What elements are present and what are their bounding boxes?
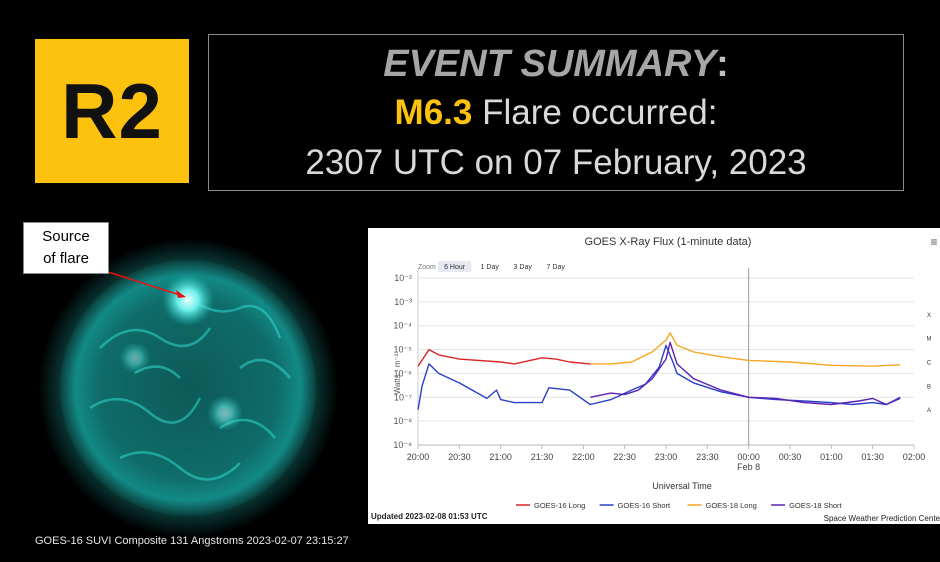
zoom-controls: Zoom 6 Hour 1 Day 3 Day 7 Day [418, 261, 571, 272]
x-tick-label: 01:30 [861, 452, 884, 462]
chart-menu-icon[interactable]: ≡ [930, 235, 937, 249]
flare-source-callout: Source of flare [23, 222, 109, 274]
series-line-goes-16-short [417, 344, 901, 410]
zoom-button-1[interactable]: 1 Day [481, 264, 500, 271]
flare-class-label: M [927, 337, 932, 343]
zoom-button-bg[interactable] [438, 261, 472, 272]
sun-graphic [38, 238, 338, 538]
flare-class-label: X [927, 313, 931, 319]
x-tick-label: 23:00 [655, 452, 678, 462]
y-axis-label: Watts · m⁻² [393, 353, 402, 394]
zoom-button-bg[interactable] [475, 261, 505, 272]
flare-magnitude: M6.3 [394, 93, 473, 132]
flare-class-label: A [927, 408, 931, 414]
zoom-button-3[interactable]: 7 Day [547, 264, 566, 271]
event-summary-panel: EVENT SUMMARY: M6.3 Flare occurred: 2307… [208, 34, 904, 191]
y-tick-label: 10⁻⁸ [393, 416, 412, 426]
y-tick-label: 10⁻⁵ [394, 345, 413, 355]
summary-heading: EVENT SUMMARY [383, 43, 717, 85]
flare-text: Flare occurred: [472, 93, 718, 132]
x-tick-label: 00:30 [779, 452, 802, 462]
x-axis-label: Universal Time [652, 481, 712, 491]
flare-class-label: C [927, 361, 932, 367]
legend-item: GOES-16 Short [618, 501, 671, 510]
sun-image-caption: GOES-16 SUVI Composite 131 Angstroms 202… [35, 535, 349, 547]
scale-badge-label: R2 [61, 66, 163, 155]
y-tick-label: 10⁻³ [394, 297, 412, 307]
y-tick-label: 10⁻⁹ [393, 440, 412, 450]
chart-title: GOES X-Ray Flux (1-minute data) [585, 236, 752, 248]
zoom-button-2[interactable]: 3 Day [514, 264, 533, 271]
zoom-button-bg[interactable] [508, 261, 538, 272]
x-date-marker: Feb 8 [737, 462, 760, 472]
callout-line-1: Source [42, 228, 90, 245]
zoom-button-bg[interactable] [541, 261, 571, 272]
x-tick-label: 01:00 [820, 452, 843, 462]
series-line-goes-18-short [590, 341, 901, 406]
legend-item: GOES-18 Short [789, 501, 842, 510]
chart-legend: GOES-16 Long GOES-16 Short GOES-18 Long GOE… [516, 501, 843, 510]
summary-heading-colon: : [716, 43, 729, 85]
x-tick-label: 02:00 [903, 452, 926, 462]
flare-class-label: B [927, 384, 931, 390]
summary-flare-line: M6.3 Flare occurred: [209, 93, 903, 133]
y-tick-label: 10⁻⁴ [393, 321, 412, 331]
xray-flux-chart: GOES X-Ray Flux (1-minute data) ≡ Zoom 6… [368, 228, 940, 524]
summary-heading-line: EVENT SUMMARY: [209, 43, 903, 86]
x-tick-label: 21:30 [531, 452, 554, 462]
y-tick-label: 10⁻² [394, 273, 412, 283]
x-tick-label: 22:00 [572, 452, 595, 462]
x-tick-label: 22:30 [613, 452, 636, 462]
legend-item: GOES-16 Long [534, 501, 585, 510]
series-line-goes-16-long [417, 348, 591, 367]
flare-source-spot [162, 274, 214, 326]
summary-time-line: 2307 UTC on 07 February, 2023 [305, 143, 807, 182]
callout-line-2: of flare [43, 250, 89, 267]
x-tick-label: 20:30 [448, 452, 471, 462]
series-line-goes-18-long [590, 332, 901, 367]
x-tick-label: 20:00 [407, 452, 430, 462]
zoom-button-0[interactable]: 6 Hour [444, 264, 466, 271]
chart-updated: Updated 2023-02-08 01:53 UTC [371, 512, 488, 521]
sun-image [38, 238, 340, 538]
scale-badge: R2 [35, 39, 189, 183]
y-tick-label: 10⁻⁷ [394, 392, 412, 402]
xray-flux-chart-svg: GOES X-Ray Flux (1-minute data) ≡ Zoom 6… [371, 235, 940, 523]
chart-credit: Space Weather Prediction Cente [824, 514, 940, 523]
y-tick-label: 10⁻⁶ [394, 368, 413, 378]
zoom-label: Zoom [418, 264, 436, 271]
x-tick-label: 21:00 [489, 452, 512, 462]
legend-item: GOES-18 Long [706, 501, 757, 510]
x-tick-label: 23:30 [696, 452, 719, 462]
x-tick-label: 00:00 [737, 452, 760, 462]
